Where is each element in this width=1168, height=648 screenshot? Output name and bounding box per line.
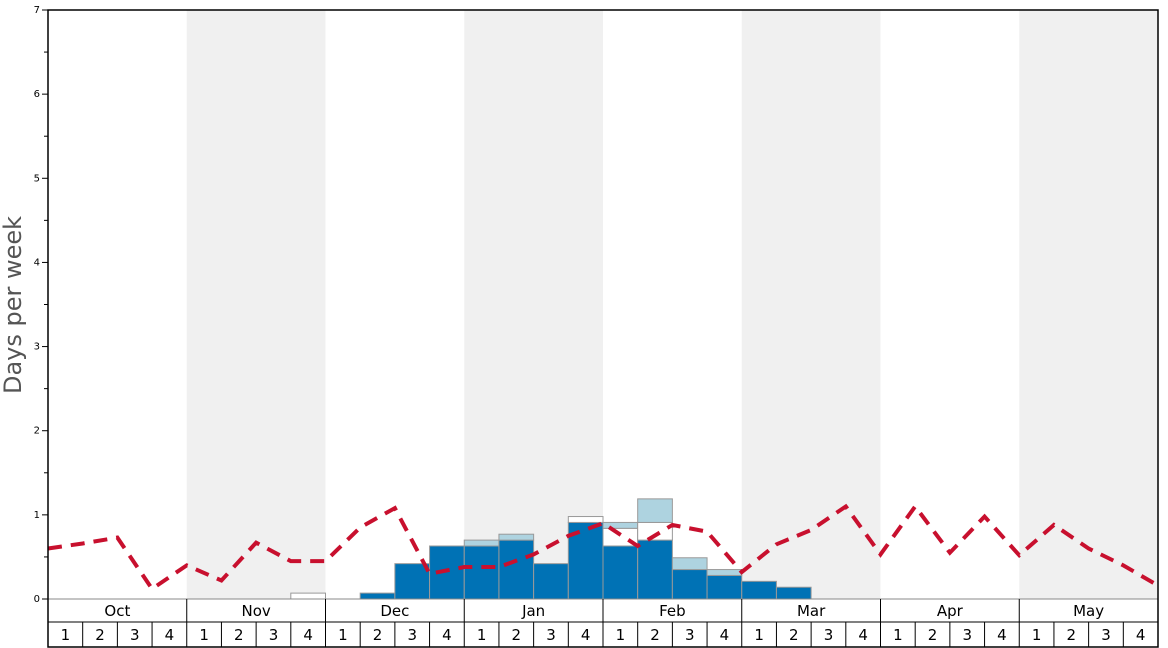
- x-tick-label: 4: [303, 626, 313, 644]
- bar: [775, 586, 812, 600]
- month-label: Nov: [241, 602, 270, 620]
- x-tick-label: 1: [616, 626, 626, 644]
- y-tick-label: 6: [34, 89, 40, 100]
- month-band: [741, 10, 881, 599]
- month-band: [186, 10, 326, 599]
- bar: [741, 580, 777, 600]
- month-label: Feb: [659, 602, 686, 620]
- bar: [463, 545, 500, 600]
- x-tick-label: 3: [407, 626, 417, 644]
- bar: [394, 563, 431, 600]
- x-tick-label: 3: [269, 626, 279, 644]
- x-tick-label: 4: [858, 626, 868, 644]
- x-tick-label: 2: [95, 626, 105, 644]
- bar: [706, 574, 743, 600]
- bar: [671, 557, 708, 571]
- y-tick-label: 4: [34, 257, 40, 268]
- x-tick-label: 3: [824, 626, 834, 644]
- x-tick-label: 2: [373, 626, 383, 644]
- month-label: Jan: [521, 602, 545, 620]
- plot-border: [47, 9, 1159, 648]
- x-tick-label: 1: [754, 626, 764, 644]
- y-tick-label: 0: [34, 594, 40, 605]
- x-tick-label: 2: [650, 626, 660, 644]
- y-tick-label: 5: [34, 173, 40, 184]
- x-tick-label: 1: [61, 626, 71, 644]
- x-tick-label: 4: [581, 626, 591, 644]
- x-tick-label: 3: [962, 626, 972, 644]
- y-tick-label: 2: [34, 426, 40, 437]
- month-label: Oct: [104, 602, 130, 620]
- trend-line: [47, 503, 1160, 592]
- x-tick-label: 4: [442, 626, 452, 644]
- y-tick-label: 7: [34, 5, 40, 16]
- bar: [567, 516, 604, 523]
- x-tick-label: 4: [720, 626, 730, 644]
- y-tick-label: 1: [34, 510, 40, 521]
- x-tick-label: 2: [1067, 626, 1077, 644]
- month-band: [1019, 10, 1158, 599]
- x-tick-label: 2: [234, 626, 244, 644]
- x-tick-label: 1: [338, 626, 348, 644]
- x-tick-label: 3: [1101, 626, 1111, 644]
- x-tick-label: 1: [1032, 626, 1042, 644]
- bar: [602, 521, 639, 529]
- x-tick-label: 1: [893, 626, 903, 644]
- x-tick-label: 1: [199, 626, 209, 644]
- y-axis-label: Days per week: [0, 216, 27, 394]
- x-tick-label: 3: [130, 626, 140, 644]
- month-label: Mar: [797, 602, 826, 620]
- month-label: Apr: [937, 602, 964, 620]
- x-tick-label: 4: [1136, 626, 1146, 644]
- bar: [498, 533, 535, 541]
- month-band: [464, 10, 603, 599]
- bar: [533, 563, 569, 600]
- x-tick-label: 2: [928, 626, 938, 644]
- month-label: May: [1073, 602, 1104, 620]
- bar: [463, 539, 500, 547]
- month-label: Dec: [380, 602, 409, 620]
- x-tick-label: 4: [165, 626, 175, 644]
- x-tick-label: 3: [685, 626, 695, 644]
- bar: [706, 569, 743, 576]
- bar: [671, 569, 708, 600]
- x-tick-label: 2: [512, 626, 522, 644]
- x-tick-label: 1: [477, 626, 487, 644]
- x-tick-label: 2: [789, 626, 799, 644]
- bar: [359, 592, 396, 600]
- y-tick-label: 3: [34, 342, 40, 353]
- bar: [498, 539, 535, 600]
- bar: [290, 592, 326, 600]
- bar: [637, 539, 673, 600]
- bar: [637, 498, 673, 523]
- bar: [429, 545, 465, 600]
- x-tick-label: 3: [546, 626, 556, 644]
- x-tick-label: 4: [997, 626, 1007, 644]
- bar: [602, 545, 639, 600]
